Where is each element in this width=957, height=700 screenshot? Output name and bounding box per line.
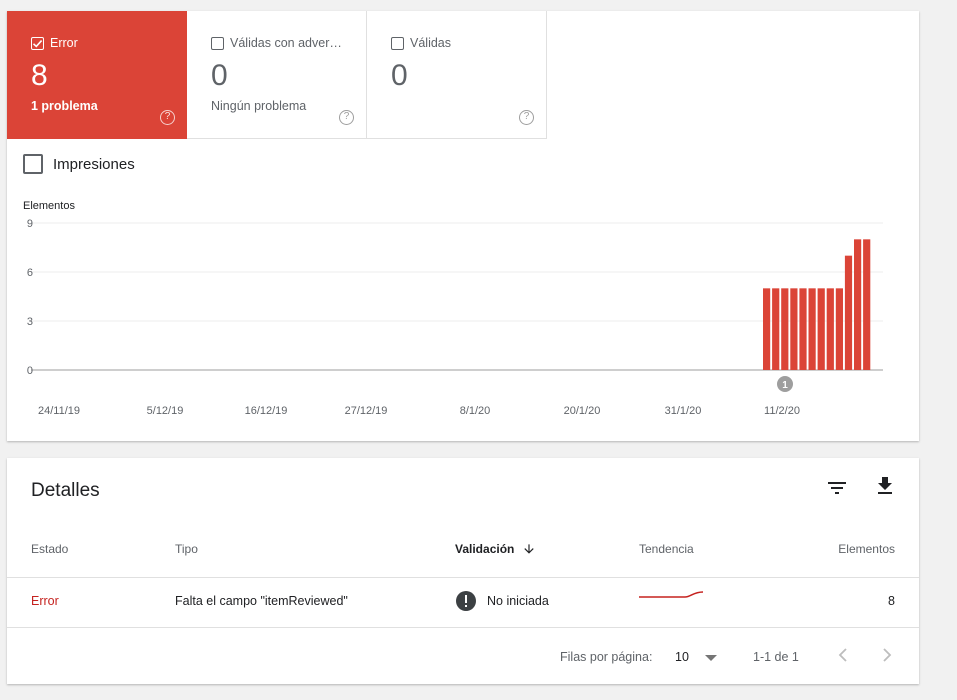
chart-ytick-label: 6 [27,267,33,279]
tile-error-checkbox[interactable] [31,36,44,50]
column-header-tipo[interactable]: Tipo [175,542,198,556]
summary-card: Error 8 1 problema ? Válidas con adver… … [7,11,919,441]
chart-bar [863,239,871,370]
tile-valid-warnings-label: Válidas con adver… [230,36,342,50]
tile-error-label: Error [50,36,78,50]
pagination-range: 1-1 de 1 [753,650,799,664]
row-validacion-label: No iniciada [487,594,549,608]
rows-per-page-value: 10 [675,650,689,664]
divider [7,577,919,578]
download-icon[interactable] [873,474,897,498]
tile-valid-count: 0 [391,59,408,92]
chart-bar [799,288,807,370]
chart-bar [854,239,862,370]
chart-xtick-label: 20/1/20 [564,405,601,417]
column-header-validacion[interactable]: Validación [455,542,536,556]
chart-ylabel: Elementos [23,200,75,212]
exclamation-icon [456,591,476,611]
chevron-left-icon[interactable] [837,648,849,662]
impressions-label: Impresiones [53,155,135,173]
chart-bar [808,288,816,370]
impressions-checkbox[interactable] [23,154,43,174]
chart-annotation-marker [777,376,793,392]
chart-xtick-label: 24/11/19 [38,405,80,417]
tile-valid-header: Válidas [391,36,451,50]
row-tipo: Falta el campo "itemReviewed" [175,594,348,608]
tile-valid-warnings-sub: Ningún problema [211,99,307,113]
chart-annotation-label: 1 [782,380,788,391]
chart-ytick-label: 9 [27,218,33,230]
chart-xtick-label: 11/2/20 [764,405,800,417]
chart-xtick-label: 27/12/19 [345,405,388,417]
chart-ytick-label: 3 [27,316,33,328]
tile-valid-checkbox[interactable] [391,36,404,50]
tile-error[interactable]: Error 8 1 problema ? [7,11,187,139]
row-elementos: 8 [888,594,895,608]
chart-bar [817,288,825,370]
chart-bar [790,288,798,370]
impressions-toggle[interactable]: Impresiones [23,154,135,174]
details-title: Detalles [31,480,100,501]
divider [7,627,919,628]
rows-per-page-select[interactable]: 10 [675,650,717,664]
column-header-estado[interactable]: Estado [31,542,69,556]
chevron-right-icon[interactable] [881,648,893,662]
chart-bar [772,288,780,370]
chart-ytick-label: 0 [27,365,33,377]
chart: Elementos 9 6 3 0 24/11/19 5/12/19 16/12/19 27/1… [7,191,919,441]
help-icon[interactable]: ? [339,110,354,125]
tile-valid-warnings-header: Válidas con adver… [211,36,342,50]
chart-xtick-label: 31/1/20 [665,405,702,417]
arrow-down-icon [524,544,535,554]
caret-down-icon [704,655,717,661]
chart-bar [844,255,853,370]
help-icon[interactable]: ? [519,110,534,125]
column-header-validacion-label: Validación [455,542,515,556]
tile-valid-warnings-checkbox[interactable] [211,36,224,50]
tile-valid-warnings[interactable]: Válidas con adver… 0 Ningún problema ? [187,11,367,139]
column-header-tendencia[interactable]: Tendencia [639,542,694,556]
row-validacion: No iniciada [455,590,549,612]
column-header-elementos[interactable]: Elementos [838,542,895,556]
chart-xtick-label: 16/12/19 [245,405,288,417]
rows-per-page-label: Filas por página: [560,650,653,664]
filter-icon[interactable] [825,476,849,500]
chart-bar [763,288,771,370]
help-icon[interactable]: ? [160,110,175,125]
tile-valid[interactable]: Válidas 0 ? [367,11,547,139]
details-card: Detalles Estado Tipo Validación Tendenci… [7,458,919,684]
tile-valid-warnings-count: 0 [211,59,228,92]
trend-sparkline [639,591,704,598]
row-estado: Error [31,594,59,608]
tile-error-header: Error [31,36,78,50]
chart-svg: Elementos 9 6 3 0 24/11/19 5/12/19 16/12/19 27/1… [23,200,883,417]
chart-xtick-label: 5/12/19 [147,405,184,417]
chart-bar [781,288,789,370]
chart-bar [835,288,843,370]
chart-bar [826,288,834,370]
chart-xtick-label: 8/1/20 [460,405,491,417]
tile-valid-label: Válidas [410,36,451,50]
tile-error-count: 8 [31,59,48,92]
tile-error-sub: 1 problema [31,99,98,113]
